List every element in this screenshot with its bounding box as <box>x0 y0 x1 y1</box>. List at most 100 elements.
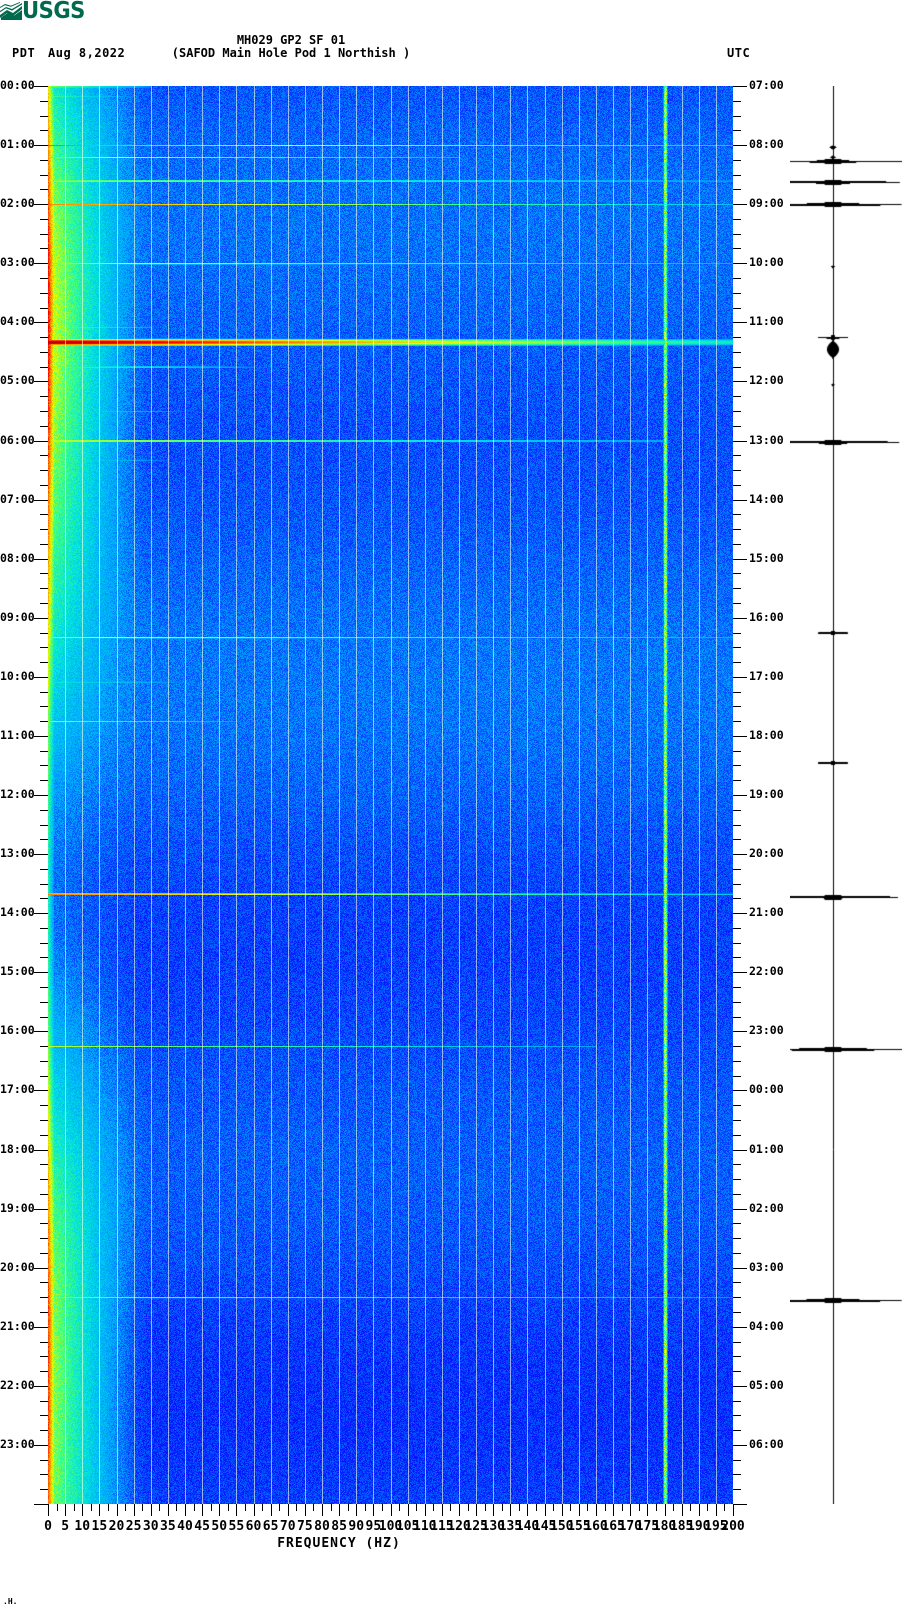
frequency-label: 60 <box>245 1519 262 1534</box>
time-tick-minor <box>733 101 741 102</box>
frequency-tick-major <box>254 1504 255 1516</box>
time-tick-minor <box>733 928 741 929</box>
frequency-tick-minor <box>348 1504 349 1511</box>
time-tick-major <box>733 1504 747 1505</box>
frequency-axis-ticks <box>48 1504 734 1518</box>
frequency-tick-minor <box>262 1504 263 1511</box>
time-tick-minor <box>40 248 48 249</box>
frequency-label: 75 <box>297 1519 313 1534</box>
frequency-tick-major <box>613 1504 614 1516</box>
time-label-right: 23:00 <box>749 1023 784 1037</box>
time-tick-major <box>733 1209 747 1210</box>
timezone-label-right: UTC <box>727 46 751 60</box>
frequency-tick-major <box>459 1504 460 1516</box>
time-tick-major <box>733 322 747 323</box>
time-tick-major <box>733 1268 747 1269</box>
frequency-tick-minor <box>108 1504 109 1511</box>
time-label-right: 08:00 <box>749 137 784 151</box>
time-label-left: 08:00 <box>0 551 35 565</box>
time-tick-major <box>34 913 48 914</box>
time-tick-minor <box>733 1415 741 1416</box>
time-label-left: 04:00 <box>0 314 35 328</box>
frequency-tick-minor <box>639 1504 640 1511</box>
time-axis-left-labels: 00:00 01:00 02:00 03:00 04:00 05:00 06:00 07:00… <box>0 79 35 1504</box>
time-tick-minor <box>733 943 741 944</box>
time-tick-minor <box>40 455 48 456</box>
time-tick-minor <box>733 1076 741 1077</box>
time-tick-minor <box>40 928 48 929</box>
time-tick-minor <box>733 957 741 958</box>
time-tick-minor <box>40 1312 48 1313</box>
time-tick-minor <box>40 1415 48 1416</box>
frequency-label: 190 <box>687 1519 711 1534</box>
time-tick-minor <box>733 1460 741 1461</box>
frequency-tick-minor <box>690 1504 691 1511</box>
time-label-right: 20:00 <box>749 846 784 860</box>
frequency-tick-major <box>562 1504 563 1516</box>
frequency-tick-major <box>527 1504 528 1516</box>
time-tick-minor <box>733 411 741 412</box>
time-tick-minor <box>40 293 48 294</box>
time-tick-minor <box>733 588 741 589</box>
time-label-right: 06:00 <box>749 1437 784 1451</box>
time-tick-minor <box>733 1046 741 1047</box>
time-tick-minor <box>733 116 741 117</box>
time-tick-minor <box>733 367 741 368</box>
frequency-tick-major <box>699 1504 700 1516</box>
frequency-label: 180 <box>652 1519 677 1534</box>
frequency-axis-title: FREQUENCY (HZ) <box>277 1536 401 1551</box>
frequency-label: 65 <box>262 1519 279 1534</box>
time-tick-major <box>733 913 747 914</box>
time-tick-minor <box>40 573 48 574</box>
time-tick-minor <box>40 219 48 220</box>
time-tick-minor <box>40 1238 48 1239</box>
time-tick-major <box>34 1090 48 1091</box>
frequency-tick-major <box>733 1504 734 1516</box>
time-tick-minor <box>40 352 48 353</box>
time-tick-major <box>733 1386 747 1387</box>
time-label-right: 00:00 <box>749 1082 784 1096</box>
time-tick-minor <box>733 308 741 309</box>
frequency-tick-minor <box>91 1504 92 1511</box>
time-tick-major <box>34 1327 48 1328</box>
time-label-right: 09:00 <box>749 196 784 210</box>
frequency-tick-major <box>647 1504 648 1516</box>
frequency-tick-minor <box>142 1504 143 1511</box>
time-tick-minor <box>733 337 741 338</box>
time-tick-minor <box>733 248 741 249</box>
time-tick-minor <box>733 1489 741 1490</box>
time-label-right: 05:00 <box>749 1378 784 1392</box>
time-label-right: 15:00 <box>749 551 784 565</box>
frequency-label: 140 <box>515 1519 540 1534</box>
time-tick-minor <box>733 1135 741 1136</box>
time-tick-minor <box>733 278 741 279</box>
time-label-right: 16:00 <box>749 610 784 624</box>
time-tick-minor <box>40 721 48 722</box>
time-label-right: 11:00 <box>749 314 784 328</box>
frequency-tick-minor <box>485 1504 486 1511</box>
frequency-label: 160 <box>584 1519 608 1534</box>
frequency-tick-minor <box>159 1504 160 1511</box>
time-tick-minor <box>733 647 741 648</box>
frequency-label: 175 <box>635 1519 660 1534</box>
time-tick-minor <box>733 1179 741 1180</box>
time-tick-minor <box>733 293 741 294</box>
time-label-left: 11:00 <box>0 728 35 742</box>
time-label-left: 01:00 <box>0 137 35 151</box>
time-label-left: 03:00 <box>0 255 35 269</box>
time-tick-major <box>733 559 747 560</box>
time-tick-minor <box>40 175 48 176</box>
frequency-label: 100 <box>378 1519 403 1534</box>
time-tick-minor <box>40 411 48 412</box>
frequency-tick-minor <box>605 1504 606 1511</box>
frequency-tick-major <box>391 1504 392 1516</box>
time-tick-minor <box>733 633 741 634</box>
time-tick-minor <box>733 1253 741 1254</box>
time-tick-minor <box>40 957 48 958</box>
time-tick-minor <box>40 1223 48 1224</box>
time-tick-minor <box>40 662 48 663</box>
time-tick-minor <box>733 529 741 530</box>
frequency-label: 20 <box>108 1519 125 1534</box>
time-label-left: 02:00 <box>0 196 35 210</box>
spectrogram-plot[interactable] <box>48 86 733 1504</box>
